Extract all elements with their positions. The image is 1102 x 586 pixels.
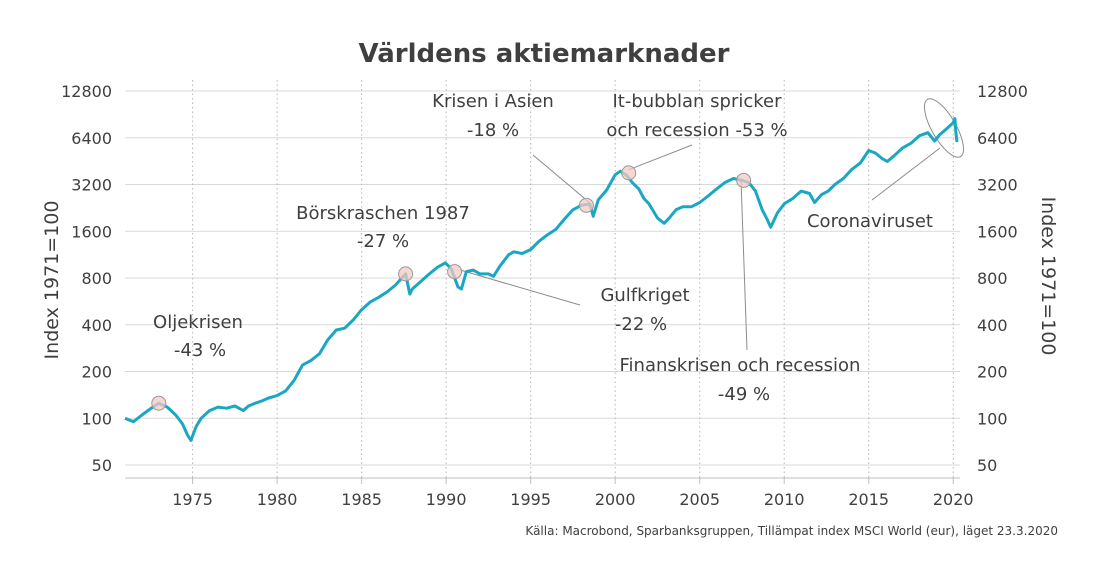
y-tick-right-800: 800: [977, 269, 1008, 288]
annotation-borskraschen-line2: -27 %: [357, 231, 409, 252]
x-axis-ticks: 1975 1980 1985 1990 1995 2000 2005 2010 2015 2020: [172, 478, 974, 509]
x-tick-1975: 1975: [172, 490, 213, 509]
y-tick-right-12800: 12800: [977, 82, 1028, 101]
chart-title: Världens aktiemarknader: [359, 39, 730, 69]
x-tick-1980: 1980: [257, 490, 298, 509]
annotation-oljekrisen-line2: -43 %: [174, 340, 226, 361]
x-tick-1985: 1985: [341, 490, 382, 509]
annotation-finanskrisen-line1: Finanskrisen och recession: [620, 355, 861, 376]
leader-coronaviruset: [871, 147, 941, 201]
y-tick-right-1600: 1600: [977, 222, 1018, 241]
y-tick-left-12800: 12800: [61, 82, 112, 101]
y-tick-left-800: 800: [81, 269, 112, 288]
x-tick-2015: 2015: [848, 490, 889, 509]
annotation-coronaviruset: Coronaviruset: [807, 211, 933, 232]
annotation-finanskrisen-line2: -49 %: [718, 384, 770, 405]
y-tick-left-100: 100: [81, 409, 112, 428]
x-tick-2005: 2005: [679, 490, 720, 509]
x-tick-2000: 2000: [595, 490, 636, 509]
annotation-gulfkriget-line2: -22 %: [615, 314, 667, 335]
leader-gulfkriget: [459, 269, 581, 306]
y-tick-right-3200: 3200: [977, 176, 1018, 195]
grid-lines: [125, 80, 960, 478]
y-tick-right-200: 200: [977, 363, 1008, 382]
leader-finanskrisen: [740, 179, 748, 351]
y-tick-right-400: 400: [977, 316, 1008, 335]
event-marker-5: [736, 172, 752, 188]
annotation-it-bubblan-line2: och recession -53 %: [606, 120, 787, 141]
annotation-krisen-asien-line2: -18 %: [467, 120, 519, 141]
y-axis-right-label: Index 1971=100: [1037, 197, 1059, 356]
y-axis-left-label: Index 1971=100: [41, 201, 63, 360]
y-tick-right-50: 50: [977, 456, 997, 475]
leader-krisen-asien: [532, 154, 591, 204]
y-tick-right-100: 100: [977, 409, 1008, 428]
x-tick-2020: 2020: [933, 490, 974, 509]
x-tick-1990: 1990: [426, 490, 467, 509]
leader-it-bubblan: [627, 144, 693, 171]
y-tick-right-6400: 6400: [977, 129, 1018, 148]
corona-highlight-ellipse: [924, 98, 964, 158]
annotation-gulfkriget-line1: Gulfkriget: [600, 285, 689, 306]
y-axis-left-ticks: 50 100 200 400 800 1600 3200 6400 12800: [61, 82, 112, 475]
annotation-krisen-asien-line1: Krisen i Asien: [432, 91, 554, 112]
annotation-it-bubblan-line1: It-bubblan spricker: [612, 91, 782, 112]
event-marker-1: [398, 266, 414, 282]
annotation-labels: Oljekrisen -43 % Börskraschen 1987 -27 %…: [153, 91, 933, 405]
y-tick-left-200: 200: [81, 363, 112, 382]
y-tick-left-50: 50: [92, 456, 112, 475]
y-tick-left-1600: 1600: [71, 222, 112, 241]
annotation-oljekrisen-line1: Oljekrisen: [153, 312, 243, 333]
event-marker-3: [578, 197, 594, 213]
y-tick-left-400: 400: [81, 316, 112, 335]
y-tick-left-6400: 6400: [71, 129, 112, 148]
event-marker-2: [447, 264, 463, 280]
x-tick-1995: 1995: [510, 490, 551, 509]
x-tick-2010: 2010: [764, 490, 805, 509]
annotation-borskraschen-line1: Börskraschen 1987: [296, 203, 470, 224]
series-line-msci-world: [124, 117, 959, 442]
source-note: Källa: Macrobond, Sparbanksgruppen, Till…: [525, 524, 1058, 538]
event-marker-4: [621, 165, 637, 181]
event-markers: [151, 165, 752, 411]
y-axis-right-ticks: 50 100 200 400 800 1600 3200 6400 12800: [977, 82, 1028, 475]
y-tick-left-3200: 3200: [71, 176, 112, 195]
event-marker-0: [151, 395, 167, 411]
